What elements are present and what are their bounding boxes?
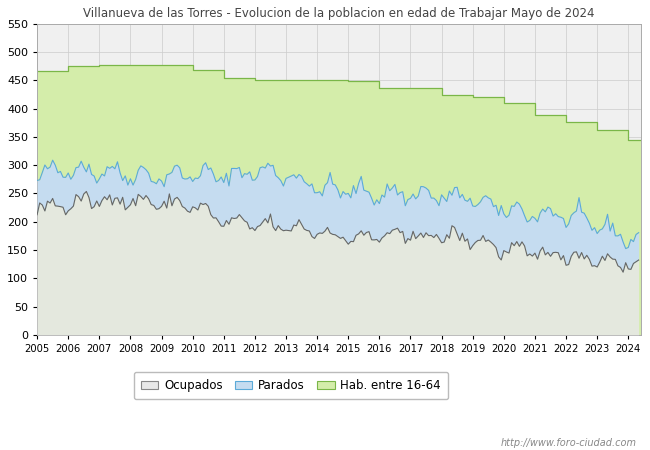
Title: Villanueva de las Torres - Evolucion de la poblacion en edad de Trabajar Mayo de: Villanueva de las Torres - Evolucion de … bbox=[83, 7, 595, 20]
Legend: Ocupados, Parados, Hab. entre 16-64: Ocupados, Parados, Hab. entre 16-64 bbox=[133, 372, 448, 399]
Text: http://www.foro-ciudad.com: http://www.foro-ciudad.com bbox=[501, 438, 637, 448]
